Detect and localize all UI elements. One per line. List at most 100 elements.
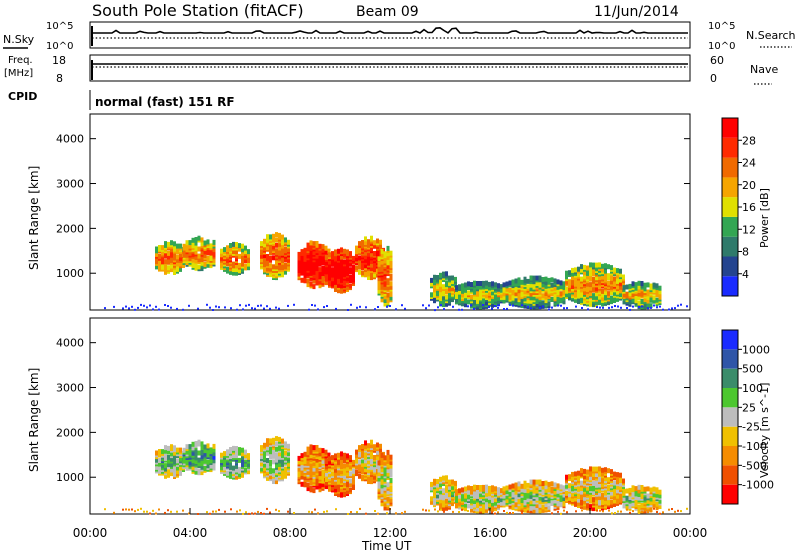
velocity-cell-2019: [649, 487, 653, 493]
power-cell-781: [340, 265, 343, 271]
power-cell-1155: [442, 291, 445, 297]
power-cell-1426: [517, 281, 521, 286]
power-cell-1667: [577, 297, 580, 303]
velocity-cell-39: [164, 463, 167, 469]
power-cell-270: [226, 245, 229, 251]
velocity-cell-1958: [631, 485, 635, 491]
power-cell-53: [167, 254, 170, 260]
velocity-yaxis-label-1: 2000: [56, 426, 84, 439]
velocity-cell-1351: [497, 503, 500, 509]
power-cell-10: [155, 246, 158, 252]
power-floor-143: [143, 304, 145, 307]
velocity-cell-585: [309, 448, 313, 453]
velocity-floor-386: [386, 512, 388, 515]
velocity-cell-126: [185, 460, 189, 466]
power-cell-859: [355, 252, 358, 258]
velocity-cell-68: [170, 444, 173, 450]
velocity-cell-550: [303, 451, 307, 457]
power-cell-1931: [622, 285, 626, 291]
velocity-cell-1277: [476, 493, 479, 499]
power-cell-923: [367, 239, 370, 245]
velocity-cell-772: [340, 487, 343, 493]
power-floor-239: [239, 304, 241, 307]
velocity-cell-360: [260, 445, 263, 451]
power-floor-323: [323, 306, 325, 309]
power-floor-395: [395, 308, 397, 311]
power-cell-1076: [386, 278, 390, 284]
power-cell-660: [321, 244, 325, 250]
velocity-cell-1796: [598, 482, 601, 488]
velocity-cell-327: [241, 458, 244, 464]
velocity-cell-271: [229, 473, 232, 479]
velocity-cell-655: [321, 458, 325, 464]
velocity-cell-1316: [485, 488, 488, 494]
velocity-cell-1363: [500, 497, 503, 503]
velocity-floor-137: [137, 508, 139, 511]
power-floor-473: [473, 308, 475, 310]
velocity-cell-63: [170, 456, 173, 462]
velocity-cell-1206: [454, 486, 457, 492]
velocity-cell-1454: [523, 480, 527, 486]
velocity-cell-1411: [514, 495, 518, 501]
velocity-cell-1457: [526, 502, 530, 508]
velocity-floor-566: [566, 511, 568, 514]
power-floor-629: [629, 308, 631, 311]
velocity-cell-26: [161, 463, 164, 469]
velocity-cell-567: [306, 450, 310, 456]
power-floor-308: [308, 308, 310, 311]
velocity-colorbar: -1000 -500 -100 -25 25 100 500 1000: [721, 329, 774, 505]
power-cell-1027: [380, 275, 384, 281]
velocity-floor-452: [452, 510, 454, 513]
velocity-cell-830: [349, 478, 352, 484]
velocity-cell-743: [334, 471, 337, 477]
velocity-floor-197: [197, 513, 199, 515]
power-cell-1498: [535, 299, 539, 304]
velocity-floor-251: [251, 512, 253, 515]
freq-panel-frame: [89, 54, 691, 82]
power-cell-1215: [455, 285, 458, 291]
power-floor-287: [287, 304, 289, 307]
power-cell-93: [176, 243, 179, 249]
velocity-colorbar-label-0: -1000: [742, 479, 774, 492]
velocity-colorbar-label-4: 25: [742, 401, 756, 414]
velocity-floor-602: [602, 510, 604, 513]
velocity-cell-418: [272, 459, 275, 465]
velocity-cell-1027: [380, 479, 384, 485]
power-cell-1966: [634, 285, 638, 291]
velocity-cell-1338: [491, 485, 494, 491]
power-cell-131: [185, 245, 189, 251]
power-cell-182: [200, 266, 204, 272]
power-cell-1602: [559, 280, 563, 286]
power-cell-78: [173, 252, 176, 258]
power-floor-242: [242, 308, 244, 311]
velocity-cell-441: [275, 446, 278, 452]
power-floor-587: [587, 308, 589, 311]
power-cell-1750: [589, 262, 592, 268]
power-cell-104: [179, 243, 182, 249]
power-cell-1015: [377, 261, 381, 267]
velocity-cell-1941: [628, 502, 632, 508]
velocity-cell-1416: [514, 482, 518, 488]
velocity-cell-80: [173, 450, 176, 456]
power-cell-344: [247, 258, 250, 263]
velocity-cell-1988: [640, 485, 644, 490]
velocity-cell-523: [297, 455, 301, 461]
power-cell-1632: [568, 270, 571, 276]
power-floor-602: [602, 306, 604, 309]
power-floor-164: [164, 304, 166, 306]
velocity-cell-1598: [559, 495, 563, 501]
velocity-cell-270: [226, 449, 229, 455]
power-cell-1811: [601, 288, 604, 294]
power-floor-599: [599, 306, 601, 309]
velocity-cell-1017: [380, 501, 384, 507]
velocity-cell-1281: [476, 485, 479, 490]
freq-label-2: [MHz]: [4, 68, 33, 79]
velocity-cell-433: [275, 468, 278, 474]
power-cell-511: [287, 239, 290, 245]
velocity-cell-813: [346, 480, 349, 486]
velocity-colorbar-label-5: 100: [742, 382, 763, 395]
power-cell-2009: [646, 289, 650, 295]
freq-tick-bottom: 8: [56, 72, 63, 85]
power-cell-866: [358, 255, 361, 261]
velocity-floor-167: [167, 509, 169, 512]
